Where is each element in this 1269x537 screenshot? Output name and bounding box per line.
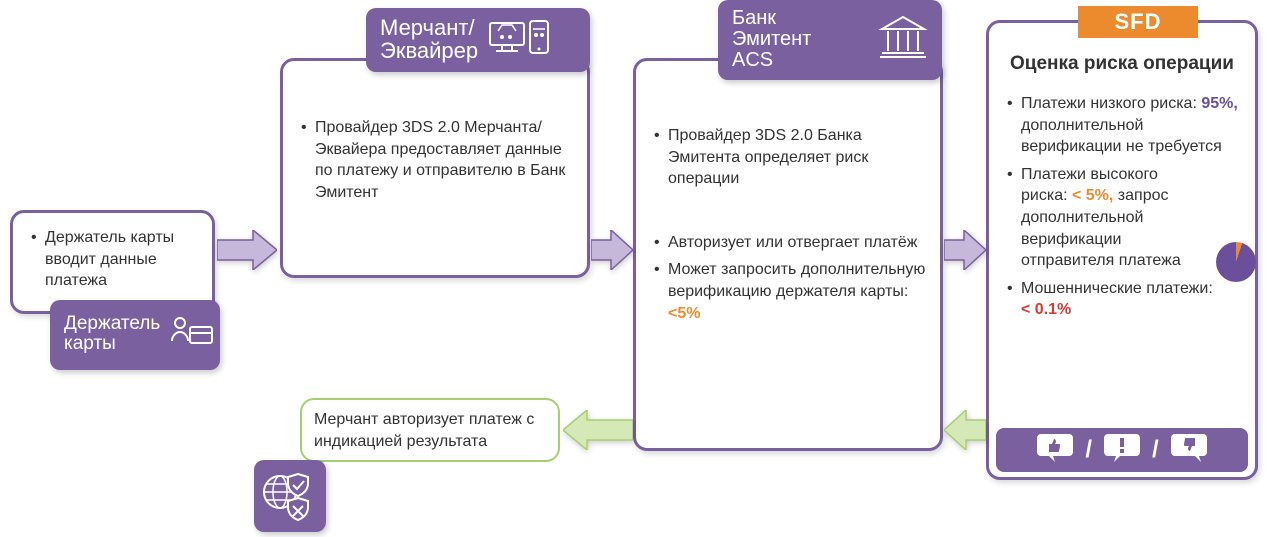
shop-devices-icon <box>488 17 550 61</box>
globe-shield-icon <box>260 464 320 528</box>
issuer-bullets: Провайдер 3DS 2.0 Банка Эмитента определ… <box>650 125 926 324</box>
arrow-a2 <box>591 230 633 270</box>
issuer-spacer <box>654 196 926 232</box>
sfd-pie-icon <box>1216 242 1256 282</box>
sfd-bullets: Платежи низкого риска: 95%, дополнительн… <box>1003 93 1241 321</box>
cardholder-badge-title: Держатель карты <box>64 314 160 354</box>
separator-2: / <box>1152 436 1159 464</box>
issuer-bullet-0: Провайдер 3DS 2.0 Банка Эмитента определ… <box>654 125 926 190</box>
merchant-bullet-0: Провайдер 3DS 2.0 Мерчанта/Эквайера пред… <box>301 117 573 203</box>
cardholder-badge: Держатель карты <box>50 300 220 370</box>
node-return-note: Мерчант авторизует платеж с индикацией р… <box>300 398 560 462</box>
node-issuer: Провайдер 3DS 2.0 Банка Эмитента определ… <box>633 58 943 451</box>
separator-1: / <box>1085 436 1092 464</box>
node-merchant: Провайдер 3DS 2.0 Мерчанта/Эквайера пред… <box>280 58 590 278</box>
globe-badge <box>254 460 326 532</box>
cardholder-bullet-0: Держатель карты вводит данные платежа <box>31 227 198 292</box>
node-sfd: Оценка риска операции Платежи низкого ри… <box>986 20 1258 480</box>
sfd-bullet-0: Платежи низкого риска: 95%, дополнительн… <box>1007 93 1241 158</box>
cardholder-bullets: Держатель карты вводит данные платежа <box>27 227 198 292</box>
issuer-badge-title: Банк Эмитент ACS <box>732 8 811 71</box>
issuer-bullet-1: Авторизует или отвергает платёж <box>654 232 926 254</box>
sfd-title: Оценка риска операции <box>1003 53 1241 75</box>
arrow-a5 <box>563 410 633 450</box>
issuer-badge: Банк Эмитент ACS <box>718 0 942 80</box>
node-cardholder: Держатель карты вводит данные платежа <box>10 210 215 314</box>
bank-icon <box>878 15 928 63</box>
merchant-badge-title: Мерчант/ Эквайрер <box>380 16 478 62</box>
return-note-text: Мерчант авторизует платеж с индикацией р… <box>314 409 546 452</box>
arrow-a3 <box>944 230 986 270</box>
sfd-bullet-2: Мошеннические платежи: < 0.1% <box>1007 278 1241 321</box>
issuer-bullet-2: Может запросить дополнительную верификац… <box>654 259 926 324</box>
person-card-icon <box>170 315 214 353</box>
sfd-bullet-1: Платежи высокого риска: < 5%, запрос доп… <box>1007 164 1241 272</box>
thumbs-up-icon <box>1035 432 1075 469</box>
arrow-a1 <box>217 230 277 270</box>
alert-icon <box>1102 432 1142 469</box>
arrow-a4 <box>944 410 986 450</box>
merchant-badge: Мерчант/ Эквайрер <box>366 8 590 72</box>
thumbs-down-icon <box>1169 432 1209 469</box>
merchant-bullets: Провайдер 3DS 2.0 Мерчанта/Эквайера пред… <box>297 117 573 203</box>
sfd-tag: SFD <box>1078 6 1198 38</box>
sfd-footer-panel: / / <box>996 428 1248 472</box>
